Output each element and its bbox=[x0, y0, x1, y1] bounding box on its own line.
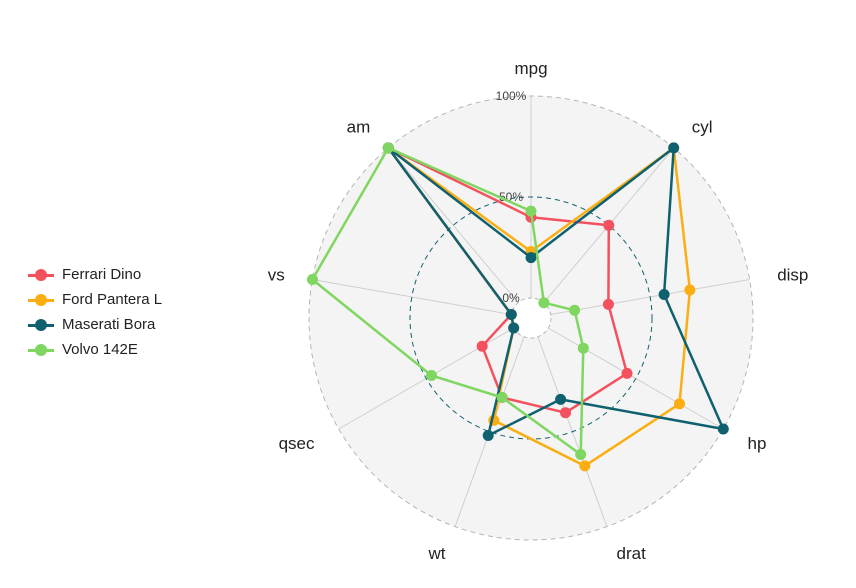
series-point bbox=[569, 304, 581, 316]
grid-label: 0% bbox=[502, 291, 520, 305]
series-point bbox=[382, 142, 394, 154]
series-point bbox=[674, 398, 685, 410]
axis-label-cyl: cyl bbox=[692, 118, 713, 137]
legend-label: Ferrari Dino bbox=[62, 266, 142, 283]
series-point bbox=[476, 340, 488, 352]
series-point bbox=[684, 284, 696, 296]
legend-swatch bbox=[28, 318, 54, 331]
radar-series bbox=[306, 142, 729, 472]
series-line-2 bbox=[387, 146, 725, 437]
series-point bbox=[508, 322, 520, 334]
axis-label-qsec: qsec bbox=[279, 434, 315, 453]
series-point bbox=[306, 274, 318, 285]
series-point bbox=[577, 342, 589, 354]
radar-grid: 0%50%100% bbox=[308, 89, 754, 541]
legend-swatch bbox=[28, 268, 54, 281]
legend-item: Ferrari Dino bbox=[28, 262, 162, 287]
axis-label-disp: disp bbox=[777, 266, 808, 285]
series-point bbox=[482, 430, 494, 441]
legend-item: Volvo 142E bbox=[28, 337, 162, 362]
chart-legend: Ferrari Dino Ford Pantera L Maserati Bora V… bbox=[28, 262, 162, 362]
axis-spoke-vs bbox=[312, 278, 512, 316]
series-point bbox=[426, 370, 437, 381]
grid-circle-min bbox=[510, 297, 552, 339]
series-point bbox=[555, 393, 567, 405]
series-point bbox=[560, 407, 571, 419]
axis-spoke-am bbox=[387, 147, 519, 304]
series-point bbox=[621, 367, 633, 379]
legend-label: Volvo 142E bbox=[62, 341, 138, 358]
series-line-3 bbox=[311, 146, 585, 456]
series-point bbox=[579, 460, 591, 472]
series-point bbox=[602, 298, 614, 310]
axis-label-hp: hp bbox=[748, 434, 767, 453]
legend-swatch bbox=[28, 293, 54, 306]
legend-item: Ford Pantera L bbox=[28, 287, 162, 312]
series-point bbox=[658, 289, 670, 300]
plot-center-hole bbox=[511, 298, 551, 338]
axis-label-am: am bbox=[347, 118, 371, 137]
axis-label-mpg: mpg bbox=[514, 59, 547, 78]
grid-label: 100% bbox=[496, 89, 527, 103]
series-point bbox=[717, 423, 729, 435]
legend-label: Maserati Bora bbox=[62, 316, 156, 333]
axis-label-vs: vs bbox=[268, 266, 285, 285]
series-point bbox=[668, 142, 680, 154]
radar-labels: mpg cyl disp hp drat wt qsec vs am bbox=[268, 59, 809, 563]
series-point bbox=[505, 309, 517, 320]
series-point bbox=[603, 219, 615, 231]
series-point bbox=[525, 252, 537, 264]
axis-label-drat: drat bbox=[617, 544, 647, 563]
legend-label: Ford Pantera L bbox=[62, 291, 163, 308]
series-point bbox=[496, 392, 508, 403]
legend-swatch bbox=[28, 343, 54, 356]
series-point bbox=[538, 297, 550, 309]
series-point bbox=[525, 205, 537, 217]
legend-item: Maserati Bora bbox=[28, 312, 162, 337]
grid-circle-max bbox=[308, 95, 754, 541]
series-point bbox=[575, 449, 587, 460]
axis-label-wt: wt bbox=[428, 544, 446, 563]
